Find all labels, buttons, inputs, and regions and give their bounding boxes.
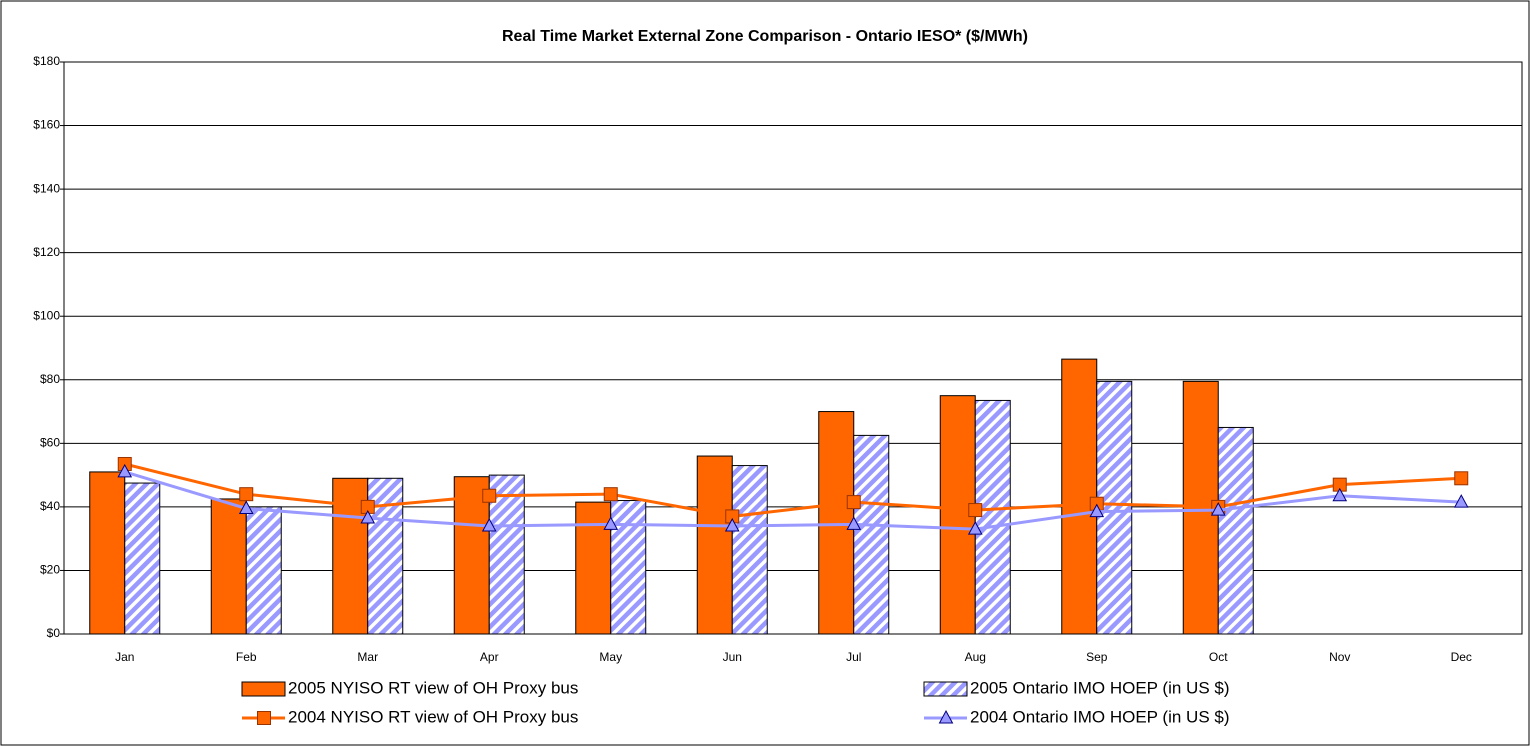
legend-swatch: [241, 681, 286, 697]
bar: [89, 471, 126, 635]
x-tick-label: Apr: [480, 650, 499, 664]
bar: [853, 434, 890, 635]
x-tick-label: Feb: [236, 650, 257, 664]
y-tick-label: $140: [33, 181, 60, 195]
bar: [1217, 426, 1254, 635]
x-tick-label: Sep: [1086, 650, 1108, 664]
line: [124, 462, 1462, 518]
legend-label: 2004 Ontario IMO HOEP (in US $): [970, 707, 1230, 726]
y-tick-label: $180: [33, 54, 60, 68]
marker: [481, 517, 497, 532]
y-tick-label: $0: [47, 626, 61, 640]
x-tick-label: Dec: [1451, 650, 1472, 664]
legend-swatch: [923, 681, 968, 697]
x-tick-label: Jun: [723, 650, 742, 664]
line: [124, 470, 1462, 531]
marker: [482, 488, 497, 503]
bar: [731, 465, 768, 635]
marker: [1210, 502, 1226, 516]
bar: [818, 411, 855, 635]
marker: [1454, 471, 1469, 486]
marker: [1332, 487, 1348, 502]
marker: [238, 500, 254, 514]
marker: [117, 463, 133, 478]
bar: [1061, 358, 1098, 635]
chart-title: Real Time Market External Zone Compariso…: [502, 28, 1028, 45]
x-tick-label: Nov: [1329, 650, 1350, 664]
y-tick-label: $160: [33, 118, 60, 132]
marker: [603, 487, 618, 502]
bar: [453, 476, 490, 635]
marker: [967, 521, 983, 535]
x-tick-label: Mar: [357, 650, 378, 664]
x-tick-label: May: [599, 650, 622, 664]
marker: [603, 516, 619, 530]
y-tick-label: $40: [40, 499, 60, 513]
legend-label: 2004 NYISO RT view of OH Proxy bus: [288, 707, 578, 726]
legend-marker: [938, 709, 954, 724]
bar: [696, 455, 733, 635]
y-tick-label: $20: [40, 563, 60, 577]
marker: [1453, 494, 1469, 508]
bar: [610, 500, 647, 635]
marker: [724, 517, 740, 532]
y-tick-label: $100: [33, 308, 60, 322]
x-tick-label: Oct: [1209, 650, 1228, 664]
y-tick-label: $60: [40, 436, 60, 450]
bar: [124, 482, 161, 635]
y-tick-label: $80: [40, 372, 60, 386]
y-tick-label: $120: [33, 245, 60, 259]
marker: [968, 503, 983, 518]
bar: [575, 501, 612, 635]
x-tick-label: Jul: [846, 650, 861, 664]
marker: [360, 509, 376, 524]
bar: [245, 506, 282, 635]
plot-area: [63, 61, 1523, 635]
bar: [210, 498, 247, 635]
marker: [1089, 503, 1105, 518]
x-tick-label: Aug: [965, 650, 986, 664]
legend-label: 2005 Ontario IMO HOEP (in US $): [970, 678, 1230, 697]
x-tick-label: Jan: [115, 650, 134, 664]
marker: [239, 487, 254, 502]
marker: [846, 516, 862, 530]
legend-label: 2005 NYISO RT view of OH Proxy bus: [288, 678, 578, 697]
marker: [846, 495, 861, 510]
legend-marker: [257, 711, 271, 725]
bar: [974, 399, 1011, 635]
